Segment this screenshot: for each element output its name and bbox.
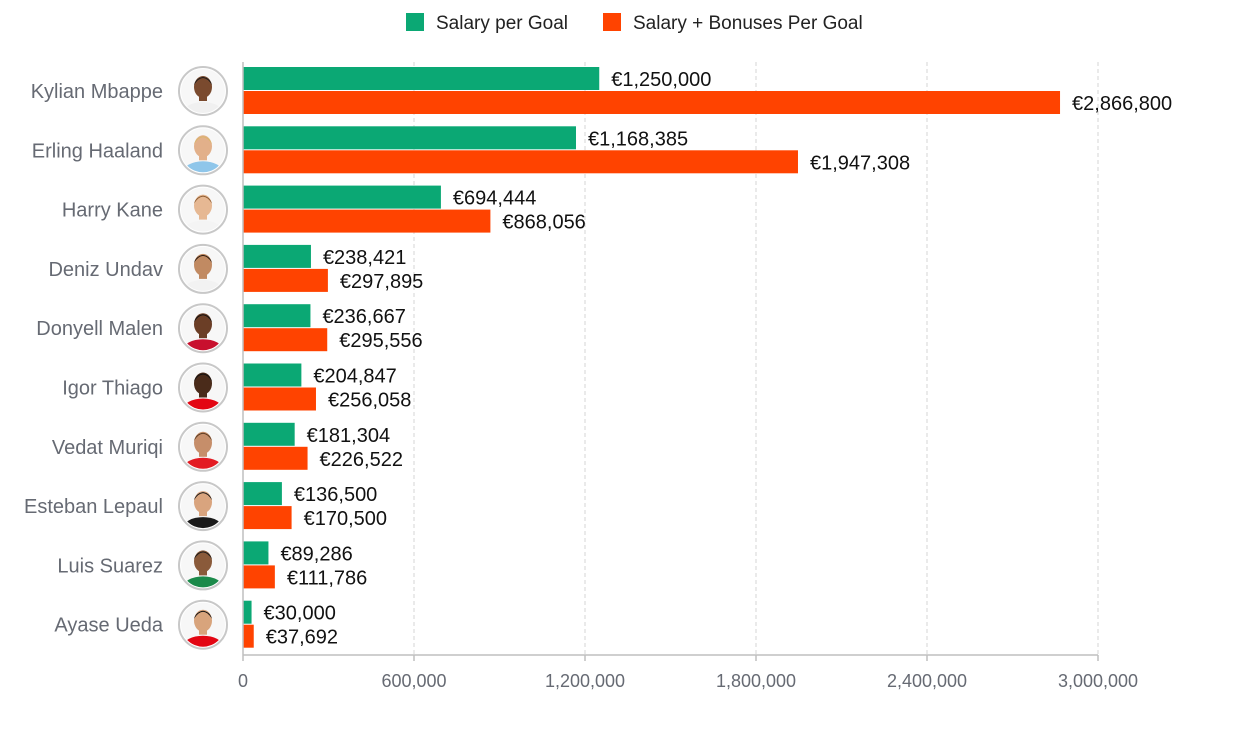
- category-label: Harry Kane: [62, 200, 163, 222]
- category-label: Ayase Ueda: [54, 615, 163, 637]
- player-avatar-icon: [178, 303, 228, 354]
- bar-bonus-3[interactable]: [243, 268, 328, 292]
- data-label: €2,866,800: [1072, 93, 1172, 115]
- data-label: €37,692: [266, 627, 338, 649]
- bar-bonus-2[interactable]: [243, 209, 491, 233]
- x-tick-label: 3,000,000: [1058, 671, 1138, 691]
- data-label: €297,895: [340, 271, 423, 293]
- bar-salary-6[interactable]: [243, 422, 295, 446]
- player-avatar-icon: [178, 125, 228, 176]
- category-label: Deniz Undav: [48, 259, 163, 281]
- bar-salary-9[interactable]: [243, 600, 252, 624]
- bar-bonus-0[interactable]: [243, 91, 1061, 114]
- legend-item-0[interactable]: Salary per Goal: [406, 13, 568, 34]
- bar-salary-3[interactable]: [243, 244, 311, 268]
- bar-salary-5[interactable]: [243, 363, 302, 387]
- data-label: €136,500: [294, 484, 377, 506]
- data-label: €1,250,000: [611, 69, 711, 91]
- legend-item-1[interactable]: Salary + Bonuses Per Goal: [603, 13, 863, 34]
- category-label: Kylian Mbappe: [31, 81, 163, 103]
- x-tick-label: 1,200,000: [545, 671, 625, 691]
- player-avatar-icon: [178, 66, 228, 116]
- data-label: €256,058: [328, 390, 411, 412]
- bar-bonus-9[interactable]: [243, 624, 254, 648]
- legend-label: Salary per Goal: [436, 13, 568, 34]
- data-label: €204,847: [313, 366, 396, 388]
- x-tick-label: 0: [238, 671, 248, 691]
- player-avatar-icon: [178, 184, 228, 235]
- data-label: €170,500: [304, 508, 387, 530]
- x-tick-label: 600,000: [381, 671, 446, 691]
- bar-bonus-8[interactable]: [243, 565, 275, 589]
- data-label: €1,947,308: [810, 152, 910, 174]
- x-tick-label: 1,800,000: [716, 671, 796, 691]
- category-label: Igor Thiago: [62, 378, 163, 400]
- data-label: €30,000: [264, 603, 336, 625]
- bar-salary-0[interactable]: [243, 67, 600, 90]
- player-avatar-icon: [178, 540, 228, 591]
- category-label: Erling Haaland: [32, 140, 163, 162]
- bars: [243, 67, 1061, 648]
- player-avatar-icon: [178, 243, 228, 294]
- legend-label: Salary + Bonuses Per Goal: [633, 13, 863, 34]
- bar-salary-1[interactable]: [243, 126, 576, 150]
- category-label: Vedat Muriqi: [52, 437, 163, 459]
- player-avatar-icon: [178, 421, 228, 472]
- data-label: €89,286: [280, 543, 352, 565]
- bar-bonus-4[interactable]: [243, 328, 328, 352]
- data-label: €295,556: [339, 330, 422, 352]
- player-avatar-icon: [178, 599, 228, 650]
- bar-salary-8[interactable]: [243, 541, 269, 565]
- player-avatar-icon: [178, 481, 228, 532]
- bar-salary-7[interactable]: [243, 482, 282, 506]
- x-tick-label: 2,400,000: [887, 671, 967, 691]
- data-label: €226,522: [320, 449, 403, 471]
- legend: Salary per Goal Salary + Bonuses Per Goal: [406, 13, 863, 34]
- category-label: Esteban Lepaul: [24, 496, 163, 518]
- data-label: €868,056: [502, 212, 585, 234]
- data-label: €238,421: [323, 247, 406, 269]
- data-label: €694,444: [453, 188, 536, 210]
- value-labels: €1,250,000 €2,866,800 €1,168,385 €1,947,308…: [264, 69, 1173, 649]
- player-avatars: [178, 66, 228, 650]
- bar-bonus-6[interactable]: [243, 446, 308, 470]
- category-labels: Kylian Mbappe Erling Haaland Harry Kane Den…: [24, 81, 164, 637]
- data-label: €1,168,385: [588, 128, 688, 150]
- category-label: Donyell Malen: [36, 318, 163, 340]
- bar-bonus-1[interactable]: [243, 150, 798, 174]
- bar-salary-2[interactable]: [243, 185, 441, 209]
- data-label: €111,786: [287, 567, 367, 589]
- legend-swatch: [603, 13, 621, 31]
- data-label: €236,667: [322, 306, 405, 328]
- category-label: Luis Suarez: [57, 555, 163, 577]
- bar-bonus-5[interactable]: [243, 387, 316, 411]
- x-axis: 0 600,000 1,200,000 1,800,000 2,400,000 3,000…: [238, 62, 1138, 691]
- bar-bonus-7[interactable]: [243, 506, 292, 530]
- legend-swatch: [406, 13, 424, 31]
- player-avatar-icon: [178, 362, 228, 413]
- bar-salary-4[interactable]: [243, 304, 311, 328]
- data-label: €181,304: [307, 425, 390, 447]
